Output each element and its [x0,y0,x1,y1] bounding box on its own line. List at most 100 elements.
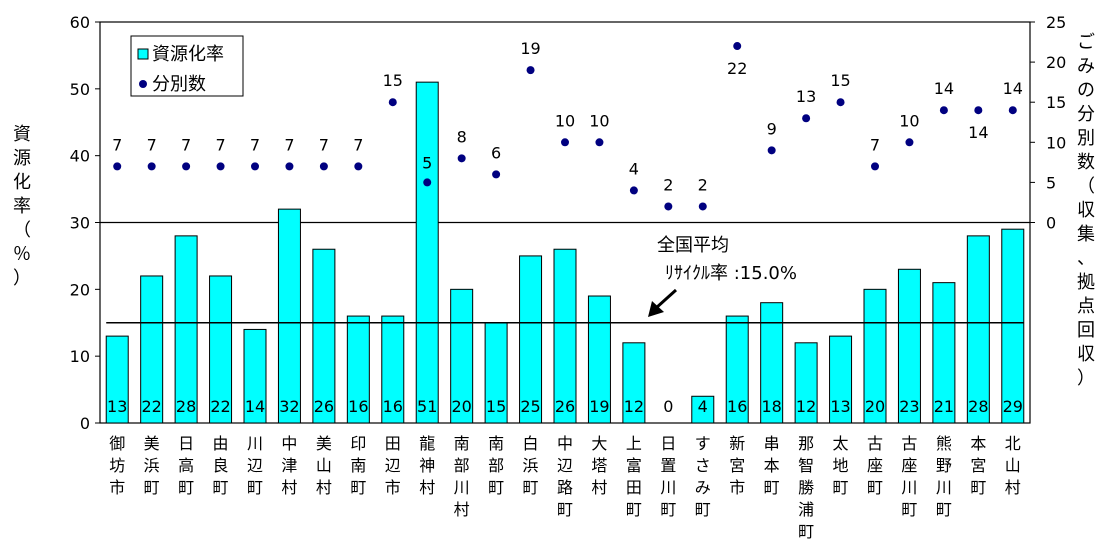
scatter-point [629,186,638,195]
bar-label: 51 [417,397,437,416]
point-label: 7 [215,135,225,154]
category-label: 美浜町 [144,434,160,497]
scatter-point [664,202,673,211]
scatter-point [457,154,466,163]
bar-label: 20 [865,397,885,416]
scatter-point [1008,106,1017,115]
point-label: 2 [663,175,673,194]
bar-label: 26 [314,397,334,416]
bar [829,335,853,424]
category-label: 南部川村 [454,434,470,519]
bar-label: 23 [899,397,919,416]
y-axis-label-left: 資源化率（％） [13,124,31,289]
category-label: 印南町 [350,434,366,497]
bar-label: 29 [1003,397,1023,416]
point-label: 15 [830,71,850,90]
point-label: 2 [698,175,708,194]
point-label: 9 [767,119,777,138]
category-label: 中津村 [281,434,297,497]
left-tick-label: 0 [80,414,90,433]
bar [312,248,336,424]
bar [794,342,818,424]
left-tick-label: 20 [70,280,90,299]
bar-label: 13 [830,397,850,416]
scatter-point [113,162,122,171]
bar [381,315,405,424]
bar [277,208,301,424]
scatter-point [492,170,501,179]
category-label: 御坊市 [109,434,125,497]
point-label: 7 [147,135,157,154]
category-label: 本宮町 [970,434,986,497]
bar-label: 28 [176,397,196,416]
category-label: 串本町 [764,434,780,497]
left-tick-label: 50 [70,80,90,99]
point-label: 4 [629,159,639,178]
bar [346,315,370,424]
scatter-point [216,162,225,171]
point-label: 19 [520,39,540,58]
bar [966,235,990,424]
point-label: 7 [870,135,880,154]
right-tick-label: 25 [1046,13,1066,32]
scatter-point [423,178,432,187]
bar [725,315,749,424]
point-label: 7 [353,135,363,154]
category-label: 南部町 [488,434,504,497]
right-tick-label: 10 [1046,133,1066,152]
bar [105,335,129,424]
point-label: 7 [319,135,329,154]
bar [553,248,577,424]
legend-label-bar: 資源化率 [152,44,224,65]
bar-label: 16 [348,397,368,416]
scatter-point [147,162,156,171]
category-label: 上富田町 [626,434,642,519]
scatter-point [939,106,948,115]
point-label: 5 [422,153,432,172]
bar-label: 16 [383,397,403,416]
point-label: 13 [796,87,816,106]
right-tick-label: 0 [1046,214,1056,233]
category-label: 龍神村 [419,434,435,497]
bar-label: 32 [279,397,299,416]
point-label: 14 [968,123,988,142]
bar-label: 21 [934,397,954,416]
legend-box [130,35,244,97]
scatter-point [698,202,707,211]
point-label: 10 [589,111,609,130]
bar-label: 12 [624,397,644,416]
bar [1001,228,1025,424]
scatter-point [871,162,879,171]
category-label: 大塔村 [591,434,607,497]
point-label: 8 [457,127,467,146]
reference-arrow-shaft [654,288,678,310]
bar [691,395,715,424]
category-label: 由良町 [213,434,229,497]
reference-arrow-head [648,301,664,317]
right-tick-label: 5 [1046,173,1056,192]
bar [760,302,784,424]
bar-label: 26 [555,397,575,416]
scatter-point [388,98,397,107]
scatter-point [767,146,776,155]
bar [897,268,921,424]
category-label: 白浜町 [523,434,539,497]
scatter-point [319,162,328,171]
bar [243,328,267,424]
category-label: 川辺町 [247,434,263,497]
scatter-point [802,114,811,123]
point-label: 6 [491,143,501,162]
point-label: 14 [1003,79,1023,98]
bar [415,81,439,424]
category-label: 熊野川町 [936,434,952,519]
point-label: 7 [112,135,122,154]
left-tick-label: 40 [70,147,90,166]
point-label: 10 [899,111,919,130]
point-label: 22 [727,59,747,78]
point-label: 14 [934,79,954,98]
category-label: 太地町 [833,434,849,497]
bar-label: 22 [141,397,161,416]
scatter-point [251,162,259,171]
bar [519,255,543,424]
